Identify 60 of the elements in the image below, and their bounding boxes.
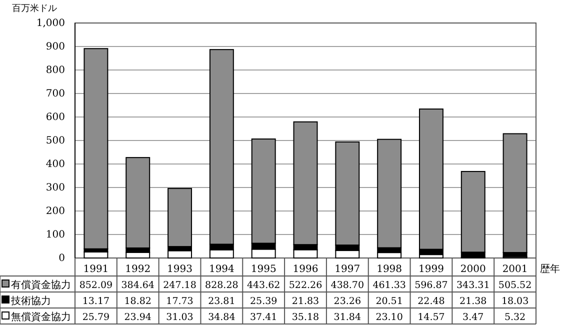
y-tick-label: 200 <box>46 206 65 218</box>
x-tick-label: 2000 <box>460 264 486 275</box>
data-label: 22.48 <box>418 296 445 307</box>
data-label: 14.57 <box>418 312 445 323</box>
y-axis-title: 百万米ドル <box>12 3 57 14</box>
data-label: 23.94 <box>124 312 152 323</box>
data-label: 23.81 <box>208 296 236 307</box>
y-tick-label: 500 <box>46 136 65 147</box>
data-label: 37.41 <box>250 312 278 323</box>
data-label: 247.18 <box>163 280 196 291</box>
data-label: 438.70 <box>330 280 364 291</box>
x-tick-label: 1996 <box>292 264 318 275</box>
y-tick-label: 800 <box>46 65 65 76</box>
data-label: 343.31 <box>456 280 490 291</box>
legend-label: 無償資金協力 <box>11 311 71 323</box>
data-label: 25.39 <box>250 296 278 307</box>
data-label: 25.79 <box>82 312 110 323</box>
data-label: 522.26 <box>288 280 322 291</box>
data-label: 20.51 <box>376 296 403 307</box>
y-tick-label: 700 <box>46 88 65 100</box>
x-tick-label: 1993 <box>167 264 192 275</box>
data-label: 31.84 <box>334 312 362 323</box>
y-tick-label: 300 <box>46 182 65 194</box>
data-label: 384.64 <box>121 280 154 291</box>
legend-label: 技術協力 <box>10 295 51 307</box>
x-tick-label: 1998 <box>376 264 402 275</box>
data-label: 34.84 <box>208 312 236 323</box>
x-tick-label: 2001 <box>502 264 528 275</box>
data-label: 461.33 <box>372 280 406 291</box>
x-tick-label: 1995 <box>250 264 276 275</box>
data-label: 828.28 <box>205 280 238 291</box>
y-tick-label: 100 <box>46 230 65 241</box>
x-tick-label: 1992 <box>125 264 151 275</box>
data-label: 18.03 <box>501 296 529 307</box>
y-tick-label: 0 <box>58 253 65 264</box>
data-label: 21.83 <box>292 296 320 307</box>
legend-label: 有償資金協力 <box>11 279 71 291</box>
y-tick-label: 900 <box>46 42 65 53</box>
x-tick-label: 1997 <box>334 264 360 275</box>
data-label: 3.47 <box>462 312 484 323</box>
x-tick-label: 1999 <box>418 264 444 275</box>
data-label: 35.18 <box>292 312 320 323</box>
data-label: 596.87 <box>414 280 448 291</box>
y-tick-label: 600 <box>46 112 65 124</box>
data-label: 5.32 <box>504 312 526 323</box>
x-axis-title: 歴年 <box>540 263 560 275</box>
data-label: 17.73 <box>166 296 194 307</box>
x-tick-label: 1991 <box>83 264 109 275</box>
data-label: 443.62 <box>246 280 280 291</box>
data-label: 852.09 <box>79 280 113 291</box>
x-tick-label: 1994 <box>208 264 234 275</box>
data-label: 21.38 <box>460 296 487 307</box>
y-tick-label: 1,000 <box>36 18 65 30</box>
data-label: 505.52 <box>498 280 532 291</box>
data-label: 23.10 <box>376 312 403 323</box>
data-label: 18.82 <box>124 296 152 307</box>
data-label: 23.26 <box>334 296 362 307</box>
data-label: 31.03 <box>166 312 194 323</box>
y-tick-label: 400 <box>46 159 65 170</box>
data-label: 13.17 <box>82 296 110 307</box>
